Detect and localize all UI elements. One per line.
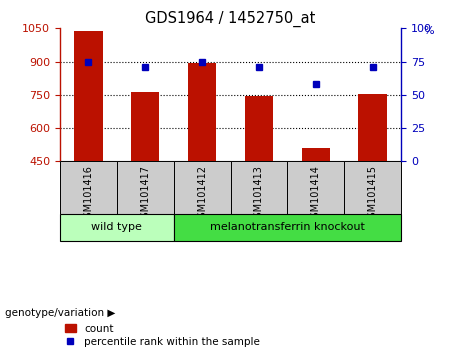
Y-axis label: %: % [423,25,434,36]
Text: GSM101417: GSM101417 [140,165,150,224]
Text: GSM101412: GSM101412 [197,165,207,224]
FancyBboxPatch shape [117,161,174,214]
Text: GSM101414: GSM101414 [311,165,321,224]
FancyBboxPatch shape [60,214,174,241]
Bar [188,63,216,161]
Legend: count, percentile rank within the sample: count, percentile rank within the sample [65,324,260,347]
Bar [245,96,273,161]
Text: melanotransferrin knockout: melanotransferrin knockout [210,222,365,233]
FancyBboxPatch shape [174,161,230,214]
Title: GDS1964 / 1452750_at: GDS1964 / 1452750_at [145,11,316,27]
Bar [301,148,330,161]
Text: GSM101413: GSM101413 [254,165,264,224]
Text: wild type: wild type [91,222,142,233]
Bar [358,94,387,161]
Text: GSM101415: GSM101415 [367,165,378,224]
Bar [131,92,160,161]
FancyBboxPatch shape [287,161,344,214]
FancyBboxPatch shape [60,161,117,214]
FancyBboxPatch shape [174,214,401,241]
Text: GSM101416: GSM101416 [83,165,94,224]
FancyBboxPatch shape [344,161,401,214]
FancyBboxPatch shape [230,161,287,214]
Text: genotype/variation ▶: genotype/variation ▶ [5,308,115,318]
Bar [74,30,102,161]
